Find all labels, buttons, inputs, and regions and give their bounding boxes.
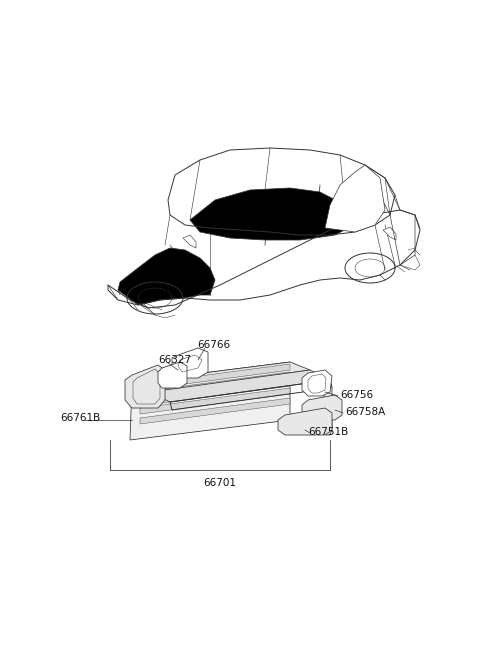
Polygon shape	[302, 370, 332, 396]
Polygon shape	[278, 408, 332, 435]
Polygon shape	[168, 148, 395, 235]
Text: 66761B: 66761B	[60, 413, 100, 423]
Polygon shape	[324, 380, 332, 435]
Polygon shape	[132, 362, 310, 392]
Polygon shape	[125, 365, 165, 408]
Polygon shape	[302, 395, 342, 420]
Text: 66751B: 66751B	[308, 427, 348, 437]
Polygon shape	[140, 398, 290, 424]
Polygon shape	[383, 227, 396, 240]
Polygon shape	[150, 370, 330, 402]
Polygon shape	[130, 362, 290, 440]
Polygon shape	[172, 348, 208, 378]
Polygon shape	[108, 210, 420, 308]
Polygon shape	[140, 388, 290, 414]
Polygon shape	[140, 364, 290, 390]
Text: 66327: 66327	[158, 355, 191, 365]
Polygon shape	[190, 188, 360, 240]
Text: 66758A: 66758A	[345, 407, 385, 417]
Polygon shape	[158, 362, 187, 388]
Polygon shape	[140, 380, 290, 406]
Polygon shape	[325, 165, 385, 232]
Text: 66701: 66701	[204, 478, 237, 488]
Text: 66756: 66756	[340, 390, 373, 400]
Polygon shape	[140, 372, 290, 398]
Text: 66766: 66766	[197, 340, 230, 350]
Polygon shape	[118, 248, 215, 305]
Polygon shape	[183, 235, 196, 248]
